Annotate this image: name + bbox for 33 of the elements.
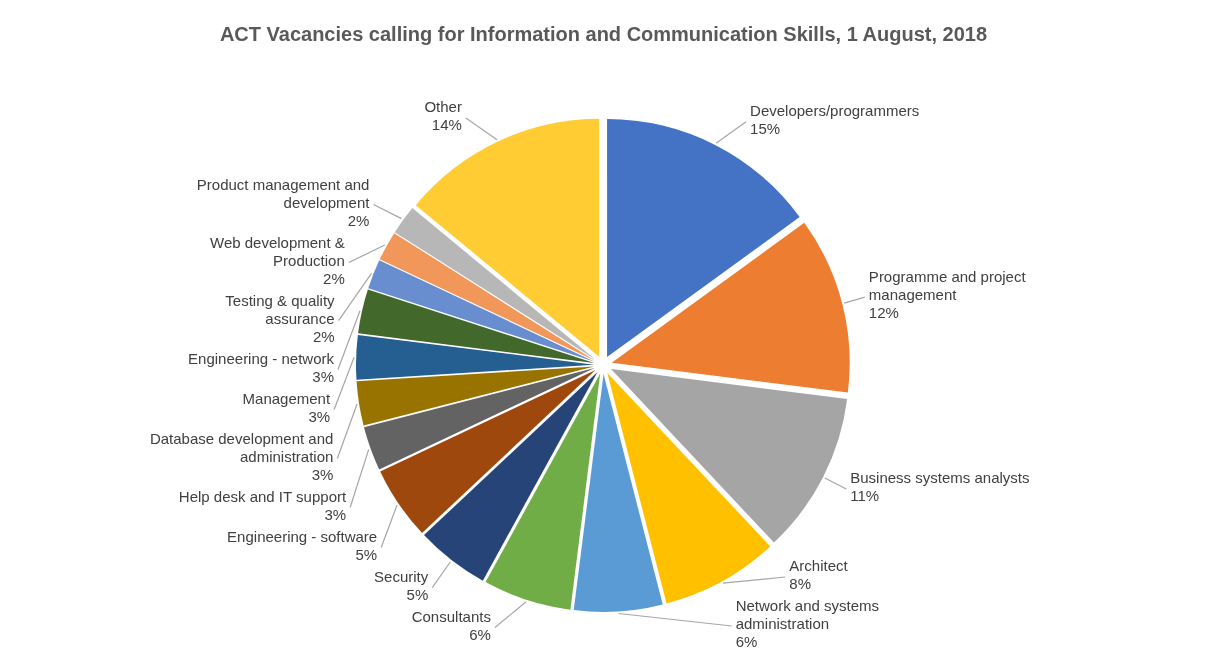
data-label: 2%	[323, 269, 345, 287]
slice-label: Testing & quality assurance	[225, 291, 336, 327]
slice-label: Programme and project management	[868, 268, 1027, 304]
slice-label: Network and systems administration	[735, 597, 880, 632]
data-label: 3%	[324, 505, 347, 523]
data-label: 12%	[868, 304, 899, 322]
data-label: 5%	[355, 545, 378, 563]
data-label: 6%	[469, 625, 491, 643]
data-label: 5%	[406, 585, 429, 603]
data-label: 3%	[311, 465, 334, 483]
slice-label: Security	[374, 567, 429, 585]
slice-label: Consultants	[411, 607, 491, 625]
slice-label: Business systems analysts	[850, 468, 1030, 486]
data-label: 6%	[735, 633, 758, 650]
slice-label: Management	[242, 389, 331, 407]
slice-label: Other	[424, 97, 462, 115]
slice-label: Engineering - software	[227, 527, 378, 545]
data-label: 2%	[312, 327, 335, 345]
slice-label: Database development and administration	[149, 429, 334, 465]
slice-label: Architect	[789, 557, 849, 574]
data-label: 11%	[850, 486, 880, 504]
data-label: 14%	[431, 115, 462, 133]
slice-label: Developers/programmers	[750, 101, 920, 119]
slice-label: Help desk and IT support	[178, 487, 347, 505]
data-label: 3%	[312, 367, 334, 385]
slice-label: Product management and development	[196, 175, 371, 211]
chart-title: ACT Vacancies calling for Information and Communication Skills, 1 August, 2018	[219, 23, 988, 45]
data-label: 15%	[750, 119, 781, 137]
slice-label: Engineering - network	[188, 349, 335, 367]
data-label: 8%	[789, 575, 812, 592]
slice-label: Web development & Production	[209, 233, 345, 269]
data-label: 2%	[347, 211, 370, 229]
data-label: 3%	[308, 407, 331, 425]
